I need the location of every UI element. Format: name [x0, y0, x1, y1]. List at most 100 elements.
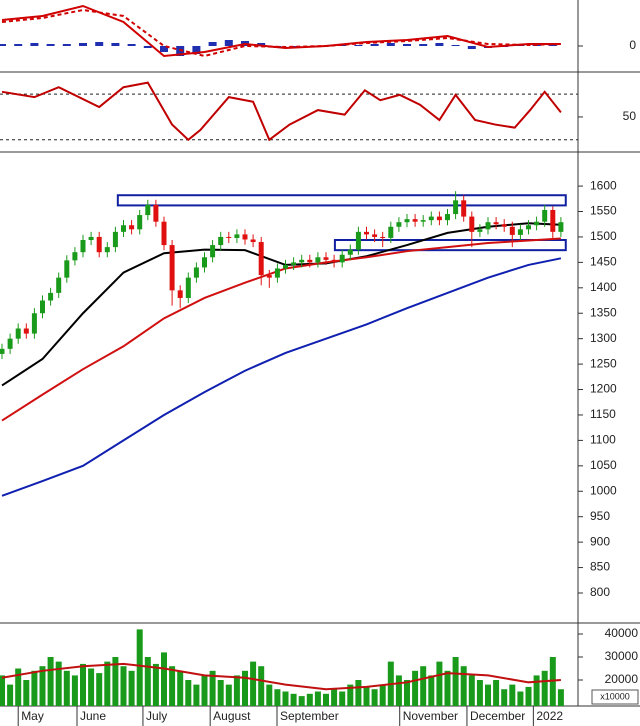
zone: [333, 238, 567, 252]
candle-body: [96, 236, 102, 253]
x-tick-label: June: [80, 709, 106, 723]
zone: [116, 194, 567, 207]
volume-bar: [55, 661, 62, 706]
volume-bar: [169, 666, 176, 706]
candle-body: [250, 239, 256, 243]
volume-bar: [541, 670, 548, 706]
volume-bar: [23, 680, 30, 706]
candle-body: [80, 239, 86, 253]
volume-bar: [485, 684, 491, 706]
candle-body: [461, 200, 467, 217]
candle-body: [161, 221, 167, 246]
candle-body: [266, 275, 272, 278]
histogram-bar: [257, 43, 266, 46]
volume-bar: [533, 675, 540, 706]
candle-body: [242, 234, 248, 240]
histogram-bar: [95, 42, 104, 46]
volume-bar: [355, 680, 362, 706]
candle-body: [412, 219, 418, 222]
candle-body: [112, 231, 118, 248]
y-tick-label: 30000: [605, 649, 639, 663]
histogram-bar: [143, 46, 152, 48]
histogram-bar: [46, 44, 55, 46]
histogram-bar: [403, 44, 411, 46]
volume-bar: [233, 675, 240, 706]
indicator-line: [1, 257, 562, 497]
volume-bar: [161, 652, 167, 706]
candle-body: [56, 277, 62, 293]
volume-bar: [306, 693, 313, 706]
candle-body: [477, 229, 483, 232]
candle-body: [453, 200, 459, 215]
candle-body: [428, 216, 434, 221]
volume-bar: [314, 691, 321, 706]
volume-bar: [525, 686, 532, 706]
unit-box: [591, 689, 639, 705]
candle-body: [339, 254, 345, 263]
candle-body: [234, 234, 240, 238]
volume-bar: [501, 689, 508, 706]
candle-body: [169, 245, 175, 291]
volume-bar: [428, 675, 435, 706]
volume-bar: [468, 675, 475, 706]
candle-body: [420, 220, 426, 222]
y-tick-label: 1600: [590, 178, 617, 192]
candle-body: [226, 236, 232, 238]
volume-bar: [128, 670, 135, 706]
volume-bar: [7, 684, 14, 706]
candle-body: [104, 247, 110, 253]
volume-bar: [331, 689, 338, 706]
volume-bar: [31, 670, 38, 706]
candle-body: [558, 222, 564, 232]
histogram-bar: [548, 45, 557, 46]
volume-bar: [217, 680, 224, 706]
unit-label: x10000: [600, 691, 630, 701]
volume-bar: [363, 686, 370, 706]
candle-body: [202, 257, 207, 268]
volume-bar: [339, 691, 346, 706]
candle-body: [177, 290, 183, 298]
histogram-bar: [208, 42, 217, 46]
volume-bar: [266, 684, 273, 706]
candle-body: [542, 209, 548, 222]
y-tick-label: 1050: [590, 458, 617, 472]
volume-bar: [144, 657, 151, 706]
y-tick-label: 850: [590, 560, 610, 574]
candle-body: [501, 224, 507, 227]
candle-body: [436, 216, 442, 221]
histogram-bar: [451, 45, 460, 46]
candle-body: [307, 259, 313, 263]
candle-body: [404, 219, 410, 223]
candle-body: [129, 225, 135, 230]
volume-bar: [185, 680, 192, 706]
y-tick-label: 0: [629, 38, 636, 52]
volume-bar: [225, 684, 232, 706]
volume-bar: [136, 629, 143, 706]
volume-bar: [371, 689, 378, 706]
candle-body: [372, 234, 378, 237]
histogram-bar: [419, 44, 428, 46]
candle-body: [509, 226, 515, 235]
volume-bar: [460, 666, 467, 706]
candle-body: [88, 236, 94, 240]
candle-body: [145, 204, 151, 216]
histogram-bar: [127, 44, 136, 46]
candle-body: [517, 229, 523, 235]
volume-bar: [88, 668, 95, 706]
candle-body: [15, 328, 21, 339]
candle-body: [485, 222, 491, 230]
x-tick-label: May: [21, 709, 44, 723]
x-tick-label: December: [470, 709, 525, 723]
y-tick-label: 1400: [590, 280, 617, 294]
y-tick-label: 1350: [590, 305, 617, 319]
y-tick-label: 40000: [605, 626, 639, 640]
volume-bar: [476, 680, 483, 706]
histogram-bar: [14, 44, 23, 46]
candle-body: [31, 313, 37, 334]
candle-body: [534, 221, 540, 226]
volume-bar: [452, 657, 459, 706]
candle-body: [331, 259, 337, 263]
volume-bar: [493, 680, 500, 706]
y-tick-label: 1000: [590, 483, 617, 497]
